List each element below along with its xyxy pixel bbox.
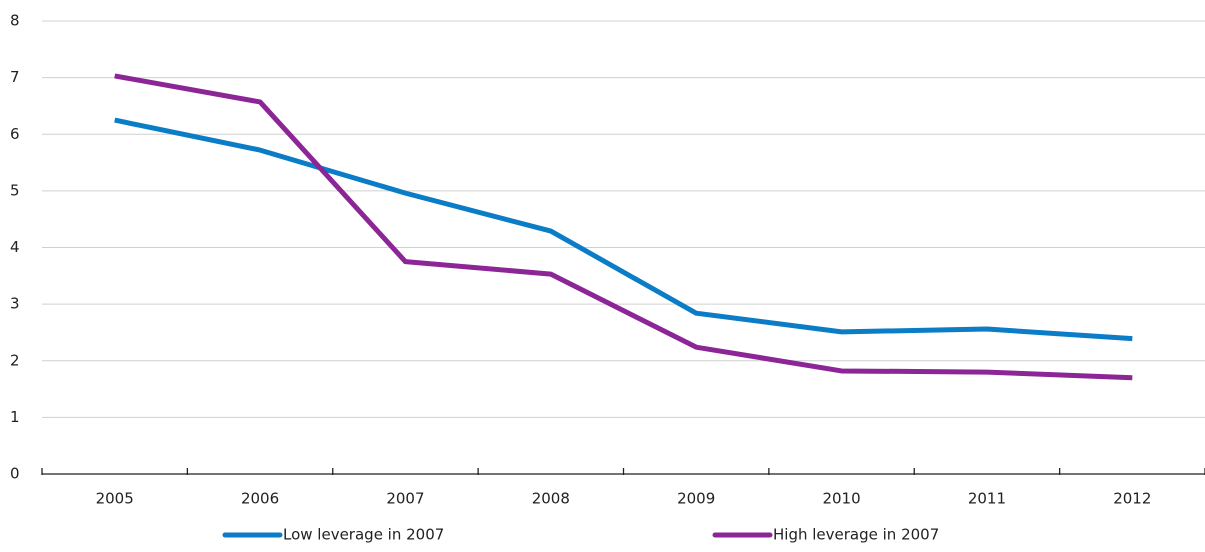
x-tick-label: 2007: [386, 490, 424, 508]
y-tick-label: 6: [10, 125, 20, 143]
y-tick-label: 8: [10, 12, 20, 30]
y-tick-label: 7: [10, 68, 20, 86]
x-tick-label: 2005: [96, 490, 134, 508]
x-tick-label: 2011: [968, 490, 1006, 508]
x-tick-label: 2010: [822, 490, 860, 508]
legend-label: High leverage in 2007: [773, 526, 939, 544]
series-line: [114, 117, 1133, 342]
y-tick-label: 4: [10, 238, 20, 256]
legend-label: Low leverage in 2007: [283, 526, 444, 544]
y-tick-label: 5: [10, 181, 20, 199]
y-tick-label: 2: [10, 351, 20, 369]
y-tick-label: 0: [10, 465, 20, 483]
y-tick-label: 3: [10, 295, 20, 313]
y-tick-label: 1: [10, 408, 20, 426]
x-tick-label: 2012: [1113, 490, 1151, 508]
x-tick-label: 2006: [241, 490, 279, 508]
series-line: [114, 73, 1133, 381]
x-tick-label: 2008: [532, 490, 570, 508]
x-tick-label: 2009: [677, 490, 715, 508]
